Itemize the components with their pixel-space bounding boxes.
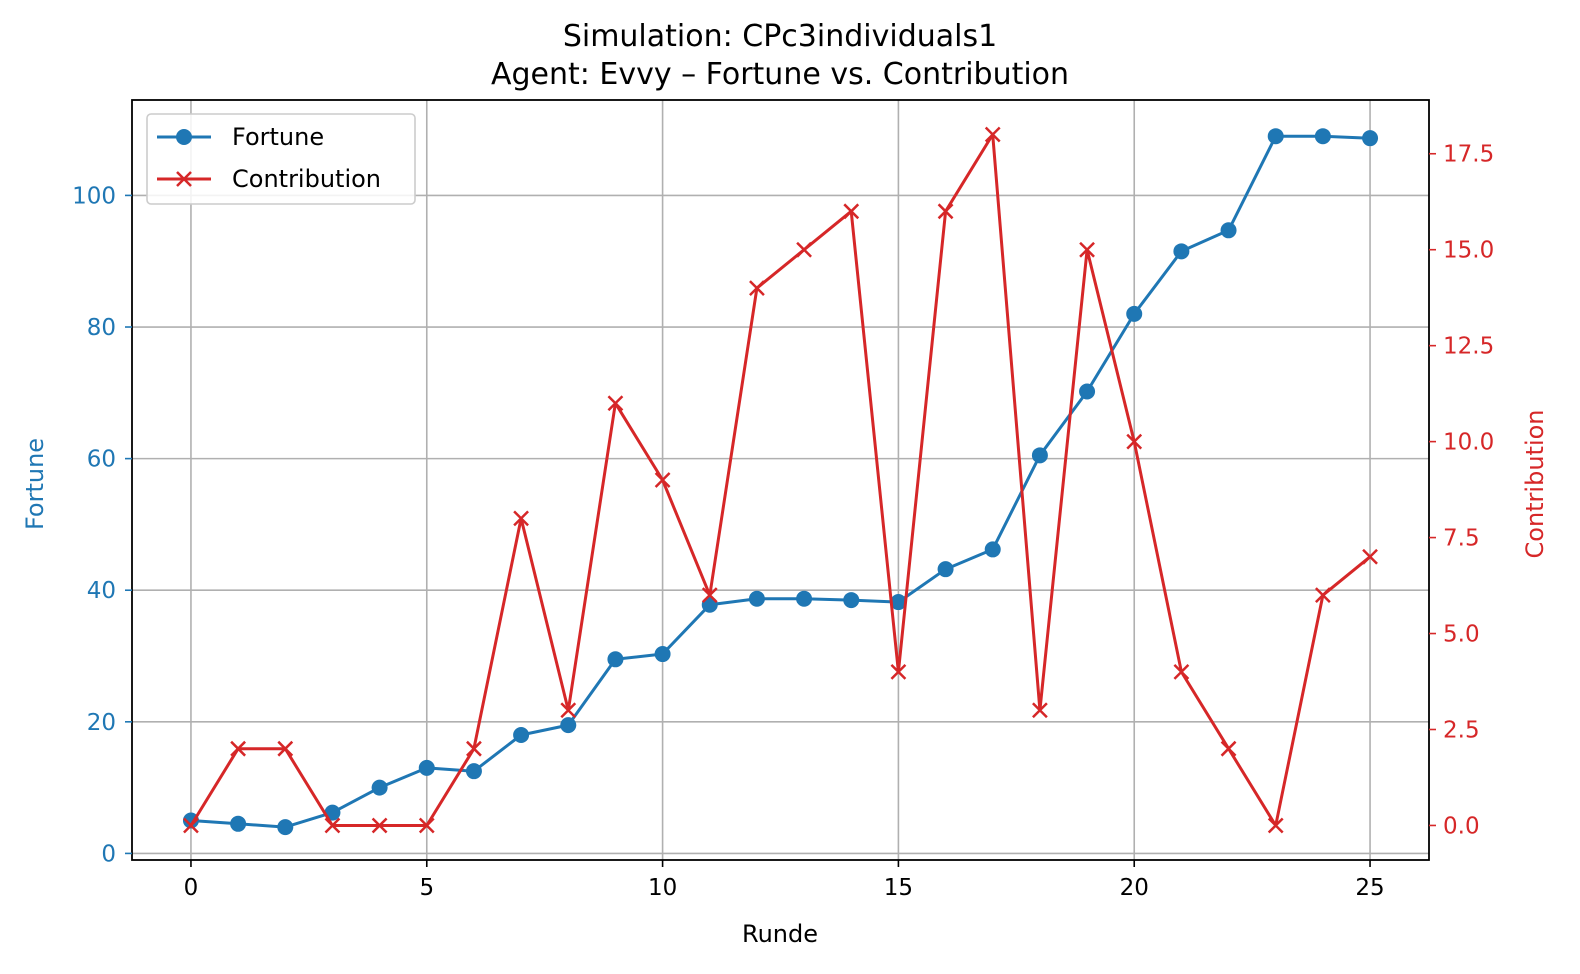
x-tick-label: 20 — [1120, 875, 1149, 901]
contribution-point — [1362, 548, 1378, 565]
plot-frame — [131, 99, 1430, 861]
x-tick-label: 10 — [648, 875, 677, 901]
contribution-point — [796, 241, 812, 258]
legend: Fortune Contribution — [146, 113, 416, 205]
contribution-point — [1173, 664, 1190, 680]
y-right-tick-label: 12.5 — [1443, 334, 1494, 360]
contribution-point — [701, 587, 718, 604]
legend-fortune-marker — [176, 129, 192, 145]
fortune-point — [607, 651, 624, 668]
y-right-tick-label: 7.5 — [1443, 526, 1480, 552]
axes: 0 5 10 15 20 25 0 20 40 60 80 100 0.0 2.5 5.0 7.5 10.0 12… — [72, 142, 1494, 901]
legend-contribution-marker — [176, 171, 192, 187]
contribution-point — [749, 280, 765, 296]
fortune-point — [277, 819, 294, 836]
x-tick-label: 0 — [184, 875, 199, 901]
contribution-point — [1314, 587, 1331, 604]
fortune-point — [1079, 383, 1096, 400]
y-right-tick-label: 0.0 — [1443, 813, 1480, 839]
fortune-point — [1126, 305, 1143, 322]
fortune-point — [984, 541, 1001, 558]
fortune-point — [513, 726, 530, 743]
y-left-tick-label: 20 — [87, 710, 116, 736]
contribution-point — [230, 740, 247, 757]
fortune-point — [371, 779, 388, 796]
contribution-point — [418, 817, 435, 834]
contribution-point — [1220, 740, 1237, 757]
y-right-tick-label: 15.0 — [1443, 238, 1494, 264]
y-left-tick-label: 80 — [87, 315, 116, 341]
y-left-tick-label: 40 — [87, 578, 116, 604]
contribution-point — [466, 740, 482, 757]
chart-title-line1: Simulation: CPc3individuals1 — [563, 19, 997, 54]
y-axis-right-label: Contribution — [1521, 409, 1549, 558]
fortune-point — [1031, 447, 1048, 464]
fortune-point — [1220, 222, 1237, 239]
fortune-point — [796, 590, 813, 607]
contribution-point — [513, 510, 529, 527]
fortune-point — [465, 763, 482, 780]
y-right-tick-label: 2.5 — [1443, 717, 1480, 743]
fortune-point — [1362, 130, 1379, 147]
contribution-series-line — [189, 133, 1371, 827]
contribution-point — [324, 817, 341, 834]
fortune-point — [890, 594, 907, 611]
x-tick-label: 25 — [1355, 875, 1384, 901]
contribution-point — [607, 395, 624, 412]
contribution-point — [277, 740, 294, 757]
contribution-point — [1079, 241, 1095, 258]
y-left-tick-label: 60 — [87, 447, 116, 473]
fortune-point — [937, 561, 954, 578]
x-tick-label: 5 — [419, 875, 434, 901]
fortune-point — [230, 815, 247, 832]
fortune-point — [843, 592, 860, 609]
legend-fortune-label: Fortune — [232, 123, 324, 151]
legend-box — [146, 113, 416, 205]
fortune-point — [1267, 128, 1284, 145]
y-right-tick-label: 5.0 — [1443, 622, 1480, 648]
y-axis-left-label: Fortune — [21, 438, 49, 530]
y-right-tick-label: 17.5 — [1443, 142, 1494, 168]
fortune-series-line — [190, 134, 1371, 829]
series — [182, 126, 1379, 836]
fortune-point — [1173, 243, 1190, 260]
fortune-point — [654, 646, 671, 663]
x-axis-label: Runde — [742, 920, 818, 948]
contribution-point — [890, 664, 907, 680]
contribution-point — [371, 817, 388, 834]
contribution-point — [560, 702, 577, 719]
legend-contribution-label: Contribution — [232, 165, 381, 193]
chart-title-line2: Agent: Evvy – Fortune vs. Contribution — [491, 57, 1069, 92]
contribution-point — [1032, 702, 1048, 719]
contribution-point — [183, 817, 199, 834]
contribution-point — [1126, 433, 1143, 450]
fortune-point — [1314, 128, 1331, 145]
fortune-point — [560, 717, 577, 734]
y-left-tick-label: 0 — [101, 841, 116, 867]
contribution-point — [937, 203, 954, 220]
contribution-point — [654, 472, 671, 488]
fortune-point — [748, 590, 765, 607]
x-tick-label: 15 — [884, 875, 913, 901]
y-left-tick-label: 100 — [72, 183, 116, 209]
contribution-point — [1267, 817, 1284, 834]
fortune-point — [418, 759, 435, 776]
contribution-point — [843, 203, 860, 220]
contribution-point — [984, 126, 1001, 143]
y-right-tick-label: 10.0 — [1443, 430, 1494, 456]
